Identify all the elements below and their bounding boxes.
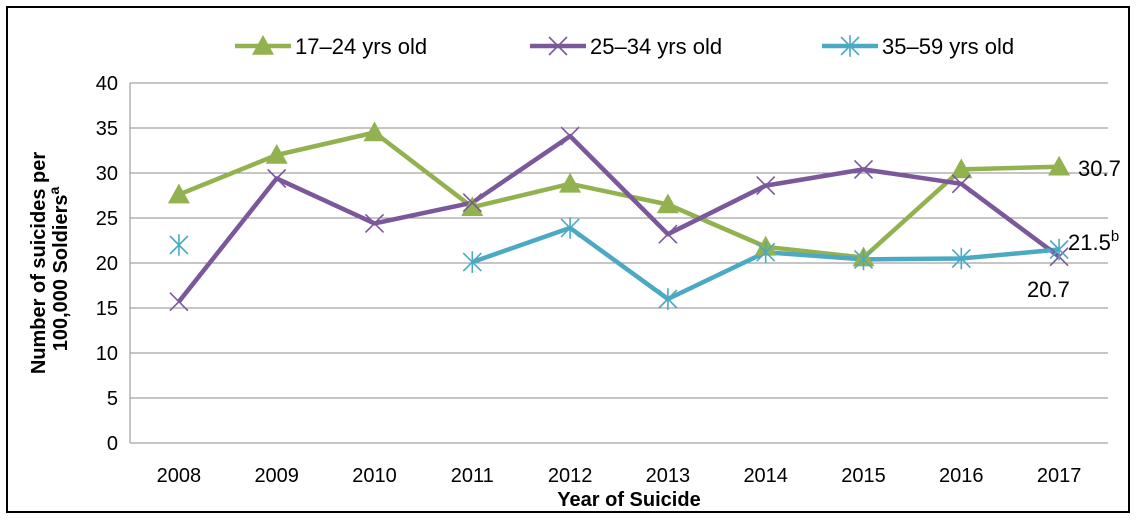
y-axis-title-line2: 100,000 Soldiersa — [46, 187, 72, 352]
y-tick-label-10: 10 — [96, 343, 118, 365]
series-2-marker-2009 — [267, 168, 287, 188]
series-2-marker-2013-stroke-b — [658, 224, 678, 244]
series-2-marker-2011 — [462, 193, 482, 213]
y-axis-title-line1: Number of suicides per — [28, 152, 50, 374]
series-3-marker-2015 — [853, 248, 874, 271]
y-axis-title-superscript: a — [46, 187, 62, 195]
y-tick-label-35: 35 — [96, 118, 118, 140]
y-tick-label-25: 25 — [96, 208, 118, 230]
series-1-marker-2017 — [1048, 155, 1071, 176]
series-2-marker-2008 — [169, 292, 189, 312]
y-tick-label-30: 30 — [96, 163, 118, 185]
series-1-marker-2009 — [265, 144, 288, 164]
series-3-marker-2008 — [169, 234, 189, 256]
y-tick-label-5: 5 — [107, 388, 118, 410]
data-label-label_35_59_2017: 21.5b — [1068, 228, 1119, 255]
y-tick-label-0: 0 — [107, 433, 118, 455]
legend-item-1: 17–24 yrs old — [235, 34, 427, 59]
series-1-marker-2011 — [461, 196, 484, 216]
data-label-label_25_34_2017-value: 20.7 — [1027, 277, 1070, 302]
series-3-marker-2014 — [756, 241, 776, 263]
x-tick-label-2012: 2012 — [548, 465, 593, 487]
data-label-label_35_59_2017-value: 21.5 — [1068, 230, 1111, 255]
x-tick-label-2008: 2008 — [157, 465, 202, 487]
data-label-label_17_24_2017: 30.7 — [1078, 156, 1121, 181]
series-2-marker-2010 — [364, 213, 385, 233]
legend-label-3: 35–59 yrs old — [882, 34, 1014, 59]
y-tick-labels: 0 5 10 15 20 25 30 35 40 — [96, 73, 118, 455]
series-1-marker-2016 — [950, 158, 973, 179]
legend: 17–24 yrs old 25–34 yrs old 35–59 yrs old — [235, 34, 1014, 59]
series-3-marker-2012 — [560, 217, 580, 239]
y-tick-label-20: 20 — [96, 253, 118, 275]
series-2-marker-2016-stroke-b — [951, 174, 971, 194]
x-tick-label-2016: 2016 — [939, 465, 984, 487]
legend-marker-3 — [840, 35, 860, 57]
y-axis-title-line2-text: 100,000 Soldiers — [50, 195, 72, 352]
gridlines — [129, 82, 1108, 444]
legend-label-1: 17–24 yrs old — [295, 34, 427, 59]
x-tick-label-2017: 2017 — [1037, 465, 1082, 487]
x-tick-label-2015: 2015 — [841, 465, 886, 487]
series-3-marker-2017 — [1049, 238, 1069, 261]
x-tick-label-2009: 2009 — [254, 465, 299, 487]
legend-label-2: 25–34 yrs old — [590, 34, 722, 59]
series-markers — [167, 121, 1071, 312]
series-3-marker-2016 — [951, 247, 971, 270]
series-2-marker-2010-stroke-b — [364, 213, 385, 233]
x-tick-label-2011: 2011 — [451, 465, 494, 487]
series-2-line-segment-0 — [177, 133, 1061, 304]
data-label-label_17_24_2017-value: 30.7 — [1078, 156, 1121, 181]
series-1-marker-2008 — [167, 183, 190, 204]
legend-marker-1 — [252, 35, 274, 55]
legend-marker-2-stroke-b — [548, 36, 568, 56]
series-3-marker-2011 — [462, 251, 482, 273]
series-1-line-segment-0 — [178, 130, 1060, 260]
series-2-marker-2012-stroke-b — [560, 126, 580, 146]
y-tick-label-40: 40 — [96, 73, 118, 95]
series-lines — [177, 130, 1061, 304]
y-axis-title: Number of suicides per 100,000 Soldiersa — [28, 152, 72, 374]
data-label-label_35_59_2017-superscript: b — [1111, 228, 1119, 245]
legend-marker-2 — [548, 36, 568, 56]
data-label-label_25_34_2017: 20.7 — [1027, 277, 1070, 302]
x-tick-label-2014: 2014 — [743, 465, 788, 487]
series-2-marker-2011-stroke-b — [462, 193, 482, 213]
x-tick-labels: 2008 2009 2010 2011 2012 2013 2014 2015 2016 2017 — [157, 465, 1082, 487]
data-labels: 30.7 21.5b 20.7 — [1027, 156, 1121, 302]
series-2-marker-2016 — [951, 174, 971, 194]
series-2-marker-2013 — [658, 224, 678, 244]
series-2-marker-2012 — [560, 126, 580, 146]
y-tick-label-15: 15 — [96, 298, 118, 320]
series-1-marker-2013 — [656, 193, 679, 214]
series-1-marker-2010 — [363, 121, 386, 142]
legend-item-3: 35–59 yrs old — [822, 34, 1014, 59]
legend-item-2: 25–34 yrs old — [530, 34, 722, 59]
x-axis-title: Year of Suicide — [557, 489, 700, 511]
series-2-marker-2009-stroke-b — [267, 168, 287, 188]
series-2-marker-2014-stroke-b — [756, 176, 776, 196]
series-2-marker-2015-stroke-b — [853, 159, 874, 179]
series-3-marker-2013 — [658, 288, 678, 310]
series-2-marker-2008-stroke-b — [169, 292, 189, 312]
series-2-marker-2014 — [756, 176, 776, 196]
series-1-marker-2012 — [559, 172, 582, 193]
x-tick-label-2010: 2010 — [352, 465, 397, 487]
series-2-marker-2015 — [853, 159, 874, 179]
x-tick-label-2013: 2013 — [646, 465, 691, 487]
